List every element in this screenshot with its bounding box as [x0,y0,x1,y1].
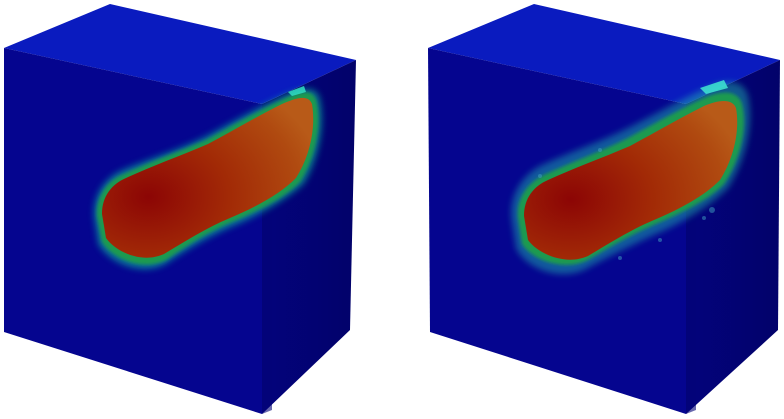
right-blob-fuzz [538,148,715,260]
left-blob-edge-glint [288,86,306,96]
left-cube-top-face [4,4,356,104]
right-blob-edge-glint [700,80,728,94]
right-blob-core [524,101,738,260]
left-cube [4,4,356,414]
right-cube-top-face [428,4,780,104]
left-blob-core [102,97,314,258]
right-cube [428,4,780,414]
